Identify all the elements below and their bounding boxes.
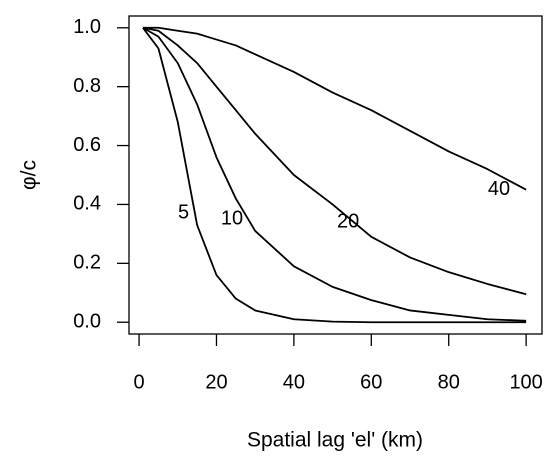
plot-frame bbox=[128, 15, 543, 335]
series-line bbox=[142, 26, 527, 322]
series-line bbox=[142, 26, 527, 296]
x-axis-label: Spatial lag 'el' (km) bbox=[247, 429, 423, 452]
y-tick-label: 0.6 bbox=[73, 134, 101, 156]
series-label: 10 bbox=[221, 207, 243, 229]
y-tick-label: 0.0 bbox=[73, 311, 101, 333]
series-label: 40 bbox=[488, 178, 510, 200]
x-tick-label: 20 bbox=[205, 371, 227, 393]
series-line bbox=[142, 26, 527, 191]
x-tick-label: 60 bbox=[360, 371, 382, 393]
series-label: 20 bbox=[337, 210, 359, 232]
y-tick-label: 0.4 bbox=[73, 193, 101, 215]
y-tick-label: 0.2 bbox=[73, 252, 101, 274]
series-label: 5 bbox=[178, 202, 189, 224]
y-tick-label: 1.0 bbox=[73, 16, 101, 38]
x-tick-label: 80 bbox=[438, 371, 460, 393]
series-line bbox=[142, 27, 527, 324]
x-tick-label: 40 bbox=[283, 371, 305, 393]
x-tick-label: 100 bbox=[509, 371, 542, 393]
y-axis-label: φ/c bbox=[18, 160, 41, 190]
x-tick-label: 0 bbox=[134, 371, 145, 393]
y-tick-label: 0.8 bbox=[73, 75, 101, 97]
